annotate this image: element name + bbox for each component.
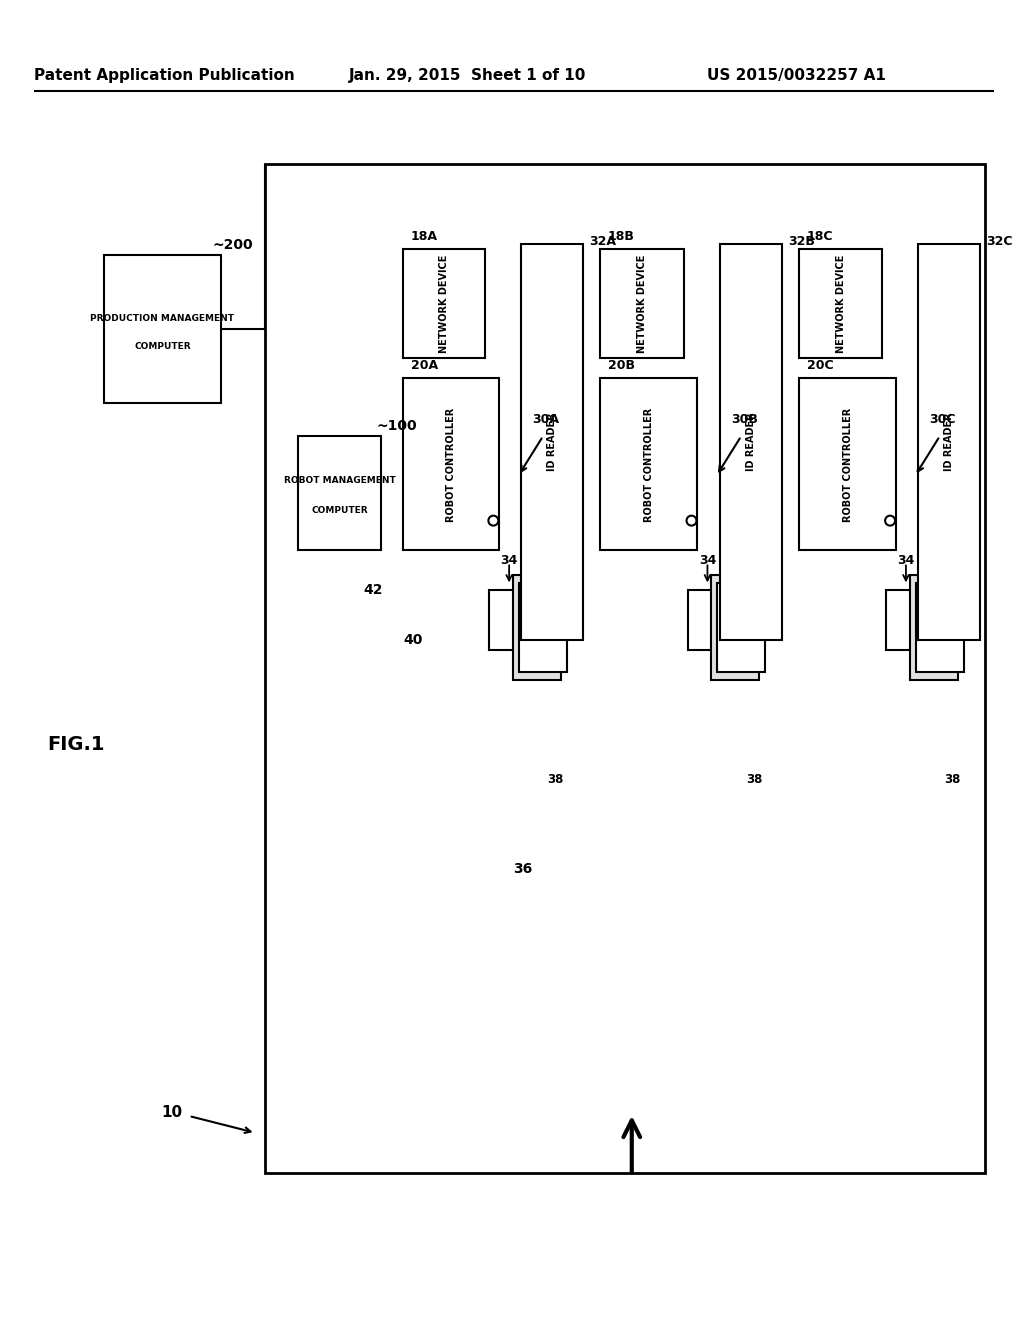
Text: 38: 38 bbox=[746, 774, 763, 785]
Text: ID READER: ID READER bbox=[547, 413, 557, 471]
Text: ID READER: ID READER bbox=[944, 413, 954, 471]
Bar bbox=[600, 379, 697, 550]
Text: Patent Application Publication: Patent Application Publication bbox=[34, 69, 294, 83]
Bar bbox=[402, 379, 500, 550]
Bar bbox=[600, 249, 684, 358]
Bar bbox=[910, 576, 957, 680]
Bar bbox=[919, 244, 980, 640]
Text: NETWORK DEVICE: NETWORK DEVICE bbox=[637, 255, 647, 352]
Text: 42: 42 bbox=[364, 583, 383, 598]
Text: ~200: ~200 bbox=[212, 238, 253, 252]
Bar bbox=[513, 576, 561, 680]
Text: 18C: 18C bbox=[807, 230, 834, 243]
Text: ROBOT MANAGEMENT: ROBOT MANAGEMENT bbox=[284, 477, 395, 486]
Text: 38: 38 bbox=[548, 774, 564, 785]
Text: 30C: 30C bbox=[930, 413, 956, 425]
Text: NETWORK DEVICE: NETWORK DEVICE bbox=[836, 255, 846, 352]
Text: 30B: 30B bbox=[731, 413, 758, 425]
Text: COMPUTER: COMPUTER bbox=[134, 342, 190, 351]
Bar bbox=[799, 249, 882, 358]
Bar bbox=[712, 576, 759, 680]
Text: 34: 34 bbox=[501, 554, 518, 568]
Text: 18A: 18A bbox=[411, 230, 438, 243]
Text: ROBOT CONTROLLER: ROBOT CONTROLLER bbox=[644, 408, 653, 521]
Bar bbox=[886, 590, 914, 649]
Bar bbox=[104, 255, 220, 403]
Text: 32A: 32A bbox=[589, 235, 616, 248]
Bar bbox=[720, 244, 782, 640]
Text: US 2015/0032257 A1: US 2015/0032257 A1 bbox=[707, 69, 886, 83]
Bar bbox=[519, 583, 567, 672]
Text: ~100: ~100 bbox=[377, 418, 417, 433]
Text: 10: 10 bbox=[162, 1105, 182, 1121]
Bar bbox=[265, 164, 985, 1172]
Bar bbox=[521, 244, 583, 640]
Text: 40: 40 bbox=[403, 634, 423, 647]
Text: 32B: 32B bbox=[788, 235, 815, 248]
Text: 18B: 18B bbox=[608, 230, 635, 243]
Bar bbox=[799, 379, 896, 550]
Text: 20A: 20A bbox=[411, 359, 438, 372]
Text: Jan. 29, 2015  Sheet 1 of 10: Jan. 29, 2015 Sheet 1 of 10 bbox=[349, 69, 586, 83]
Bar bbox=[718, 583, 765, 672]
Text: COMPUTER: COMPUTER bbox=[311, 506, 368, 515]
Text: 38: 38 bbox=[944, 774, 961, 785]
Bar bbox=[687, 590, 716, 649]
Text: 36: 36 bbox=[513, 862, 531, 876]
Text: PRODUCTION MANAGEMENT: PRODUCTION MANAGEMENT bbox=[90, 314, 234, 323]
Text: ID READER: ID READER bbox=[746, 413, 757, 471]
Text: ROBOT CONTROLLER: ROBOT CONTROLLER bbox=[446, 408, 456, 521]
Text: NETWORK DEVICE: NETWORK DEVICE bbox=[439, 255, 450, 352]
Text: 32C: 32C bbox=[986, 235, 1013, 248]
Bar bbox=[489, 590, 517, 649]
Text: 20B: 20B bbox=[608, 359, 635, 372]
Text: 20C: 20C bbox=[807, 359, 834, 372]
Text: 30A: 30A bbox=[532, 413, 560, 425]
Bar bbox=[915, 583, 964, 672]
Text: 34: 34 bbox=[698, 554, 716, 568]
Text: ROBOT CONTROLLER: ROBOT CONTROLLER bbox=[843, 408, 853, 521]
Bar bbox=[298, 436, 381, 550]
Bar bbox=[402, 249, 485, 358]
Text: FIG.1: FIG.1 bbox=[47, 735, 105, 754]
Text: 34: 34 bbox=[897, 554, 914, 568]
